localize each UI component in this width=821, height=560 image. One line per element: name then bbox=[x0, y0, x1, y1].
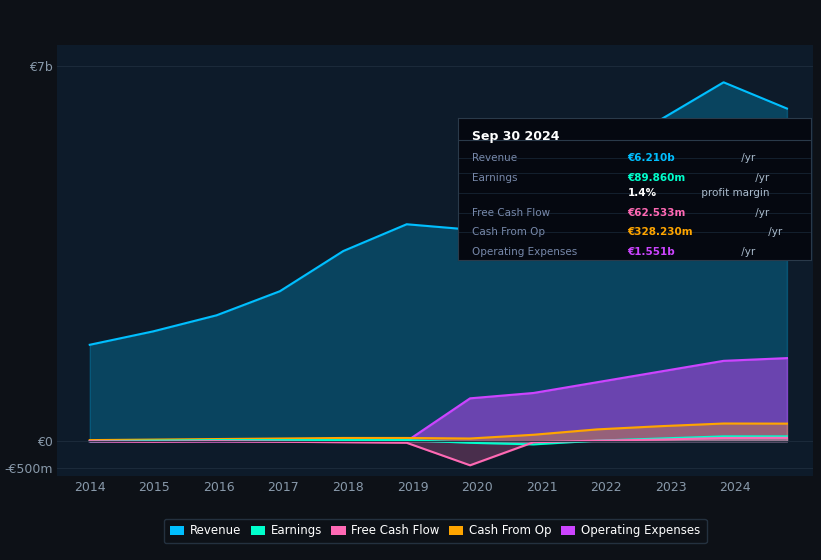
Text: €89.860m: €89.860m bbox=[627, 172, 686, 183]
Text: Sep 30 2024: Sep 30 2024 bbox=[472, 130, 560, 143]
Text: /yr: /yr bbox=[738, 247, 755, 257]
Text: €6.210b: €6.210b bbox=[627, 153, 676, 164]
Text: €328.230m: €328.230m bbox=[627, 227, 693, 237]
Text: /yr: /yr bbox=[738, 153, 755, 164]
Text: 1.4%: 1.4% bbox=[627, 188, 657, 198]
Text: €62.533m: €62.533m bbox=[627, 208, 686, 218]
Text: €1.551b: €1.551b bbox=[627, 247, 676, 257]
Text: Free Cash Flow: Free Cash Flow bbox=[472, 208, 550, 218]
Text: profit margin: profit margin bbox=[698, 188, 769, 198]
Text: /yr: /yr bbox=[752, 208, 769, 218]
Text: /yr: /yr bbox=[752, 172, 769, 183]
Text: Revenue: Revenue bbox=[472, 153, 517, 164]
Text: Operating Expenses: Operating Expenses bbox=[472, 247, 577, 257]
Text: Earnings: Earnings bbox=[472, 172, 518, 183]
Legend: Revenue, Earnings, Free Cash Flow, Cash From Op, Operating Expenses: Revenue, Earnings, Free Cash Flow, Cash … bbox=[163, 519, 707, 543]
Text: Cash From Op: Cash From Op bbox=[472, 227, 545, 237]
Text: /yr: /yr bbox=[765, 227, 782, 237]
